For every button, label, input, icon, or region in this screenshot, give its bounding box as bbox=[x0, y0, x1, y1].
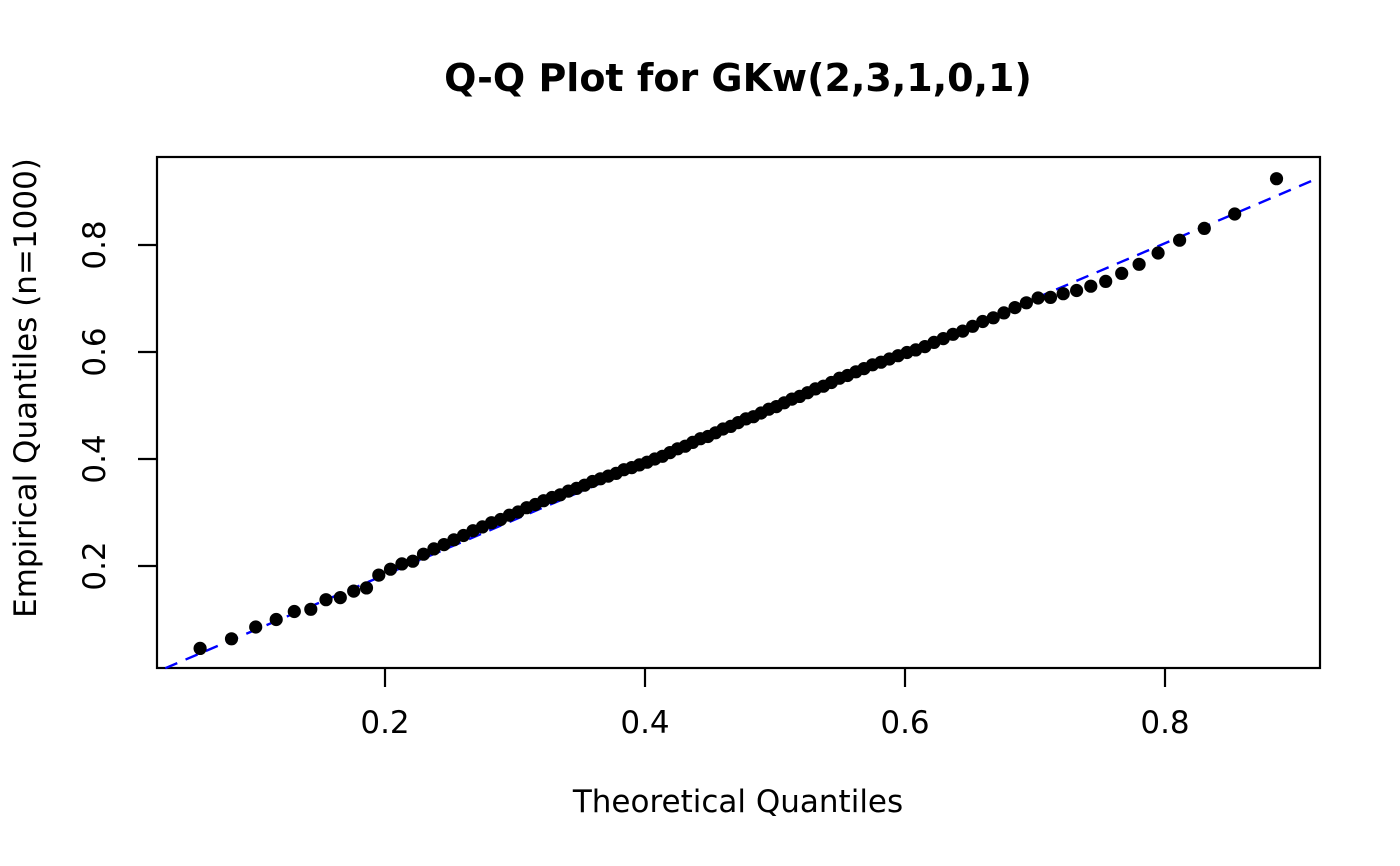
data-point bbox=[1031, 291, 1045, 305]
y-tick-label: 0.8 bbox=[77, 220, 113, 269]
data-point bbox=[1070, 283, 1084, 298]
y-axis-ticks: 0.2 0.4 0.6 0.8 bbox=[77, 220, 157, 591]
data-point bbox=[1056, 287, 1070, 301]
data-point bbox=[269, 612, 283, 627]
data-point bbox=[383, 562, 398, 576]
data-point bbox=[406, 554, 420, 568]
data-point bbox=[1173, 233, 1187, 247]
data-points bbox=[193, 172, 1284, 656]
data-point bbox=[976, 314, 990, 329]
data-point bbox=[1008, 301, 1022, 315]
data-point bbox=[304, 602, 318, 616]
data-point bbox=[1269, 172, 1284, 186]
x-tick-label: 0.2 bbox=[360, 705, 409, 741]
data-point bbox=[193, 641, 207, 656]
data-point bbox=[1099, 274, 1113, 288]
data-point bbox=[372, 568, 386, 582]
data-point bbox=[287, 604, 301, 619]
data-point bbox=[997, 306, 1011, 320]
data-point bbox=[1115, 266, 1129, 280]
x-tick-label: 0.6 bbox=[880, 705, 929, 741]
data-point bbox=[1043, 290, 1058, 304]
data-point bbox=[359, 581, 374, 595]
data-point bbox=[416, 547, 431, 561]
chart-title: Q-Q Plot for GKw(2,3,1,0,1) bbox=[444, 56, 1032, 100]
data-point bbox=[249, 620, 263, 634]
data-point bbox=[1197, 221, 1211, 235]
data-point bbox=[427, 542, 441, 556]
y-tick-label: 0.2 bbox=[77, 541, 113, 590]
data-point bbox=[1019, 296, 1033, 310]
y-axis-title: Empirical Quantiles (n=1000) bbox=[8, 158, 44, 618]
data-point bbox=[1084, 279, 1098, 293]
data-point bbox=[347, 584, 361, 598]
x-axis-ticks: 0.2 0.4 0.6 0.8 bbox=[360, 668, 1190, 741]
data-point bbox=[1228, 207, 1242, 221]
data-point bbox=[966, 319, 980, 333]
plot-box bbox=[155, 155, 1322, 670]
y-tick-label: 0.4 bbox=[77, 434, 113, 483]
x-tick-label: 0.4 bbox=[620, 705, 669, 741]
data-point bbox=[333, 591, 347, 605]
data-point bbox=[224, 632, 239, 646]
x-axis-title: Theoretical Quantiles bbox=[572, 784, 903, 820]
x-tick-label: 0.8 bbox=[1140, 705, 1189, 741]
y-tick-label: 0.6 bbox=[77, 327, 113, 376]
data-point bbox=[319, 593, 333, 607]
data-point bbox=[1132, 257, 1146, 271]
data-point bbox=[986, 311, 1000, 325]
data-point bbox=[1151, 246, 1165, 260]
data-point bbox=[956, 324, 970, 338]
data-point bbox=[437, 538, 451, 552]
data-point bbox=[395, 557, 409, 571]
